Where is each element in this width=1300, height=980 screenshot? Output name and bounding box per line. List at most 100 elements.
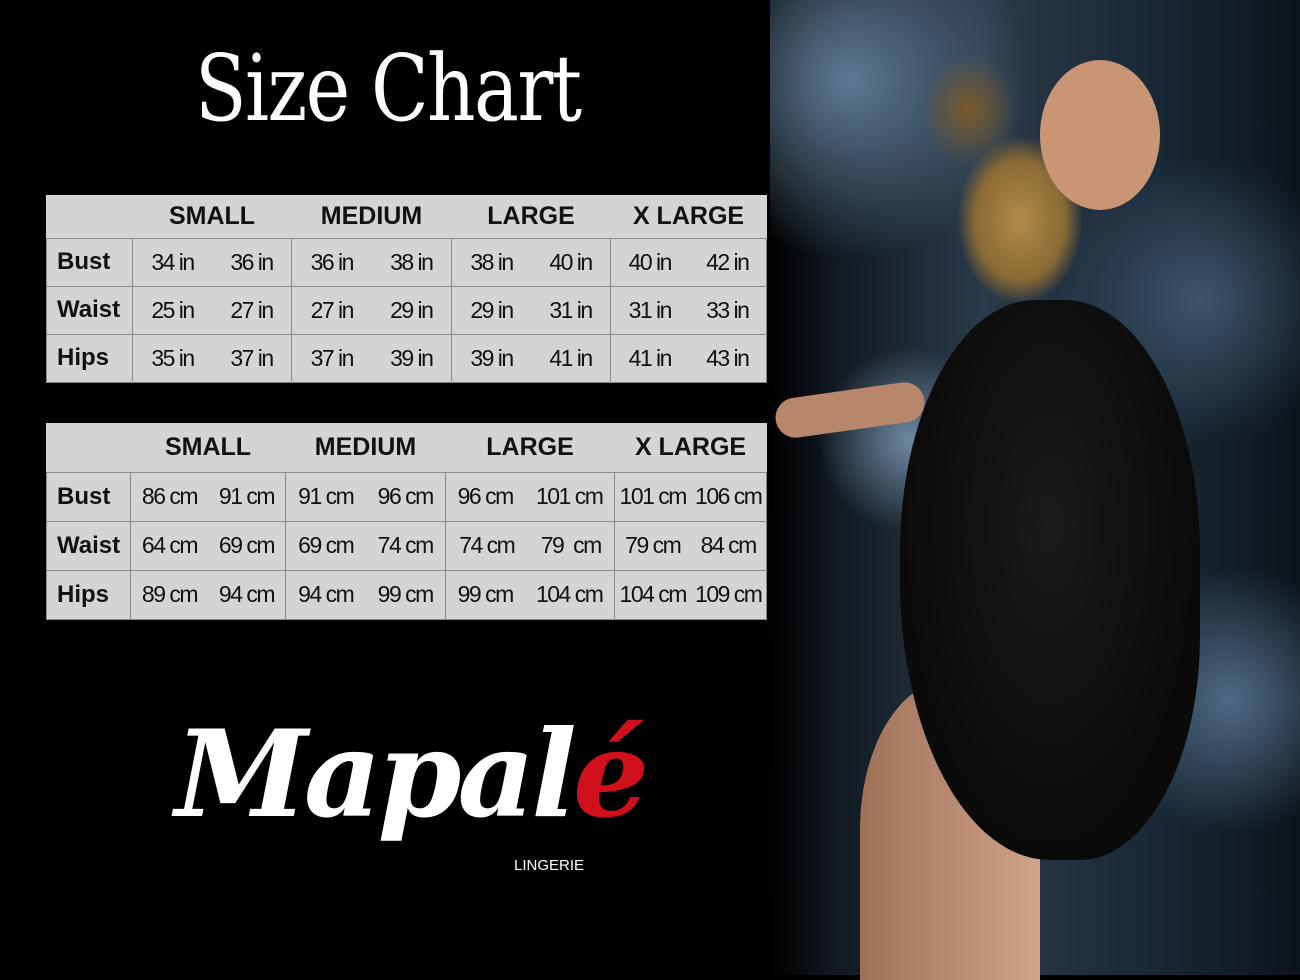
max-value: 38 in xyxy=(390,248,434,275)
size-cell: 79 cm 84 cm xyxy=(614,520,767,571)
max-value: 96 cm xyxy=(377,483,435,509)
size-range: 34 in 36 in xyxy=(134,248,291,276)
min-value: 38 in xyxy=(470,248,514,275)
min-value: 40 in xyxy=(628,248,673,275)
size-range: 86 cm 91 cm xyxy=(132,483,285,510)
size-range: 94 cm 99 cm xyxy=(287,581,445,608)
table-row: Hips 89 cm 94 cm 94 cm 99 cm 99 cm 104 cm 104 c… xyxy=(46,569,767,620)
size-range: 99 cm 104 cm xyxy=(447,581,614,608)
table-row: Bust 86 cm 91 cm 91 cm 96 cm 96 cm 101 cm 101 c… xyxy=(46,471,767,522)
size-cell: 27 in 29 in xyxy=(291,285,452,335)
header-size: X LARGE xyxy=(634,432,747,461)
max-value: 104 cm xyxy=(535,581,604,607)
min-value: 101 cm xyxy=(619,483,688,509)
size-range: 101 cm 106 cm xyxy=(616,483,766,510)
max-value: 69 cm xyxy=(218,532,276,558)
size-range: 27 in 29 in xyxy=(293,296,451,324)
max-value: 36 in xyxy=(230,248,274,275)
header-size: MEDIUM xyxy=(314,432,417,461)
max-value: 39 in xyxy=(390,344,434,371)
size-range: 69 cm 74 cm xyxy=(287,532,445,559)
max-value: 29 in xyxy=(390,296,434,323)
size-cell: 39 in 41 in xyxy=(451,333,611,383)
size-cell: 29 in 31 in xyxy=(451,285,611,335)
header-empty xyxy=(47,195,133,238)
brand-logo: Mapalé xyxy=(175,715,649,835)
min-value: 37 in xyxy=(310,344,355,371)
max-value: 37 in xyxy=(230,344,274,371)
logo-text: Mapal xyxy=(175,704,577,845)
size-range: 37 in 39 in xyxy=(293,344,451,372)
max-value: 101 cm xyxy=(535,483,604,509)
table-header-row: SMALL MEDIUM LARGE X LARGE xyxy=(47,423,767,472)
size-cell: 94 cm 99 cm xyxy=(285,569,446,620)
size-range: 39 in 41 in xyxy=(453,344,610,372)
size-cell: 96 cm 101 cm xyxy=(445,471,615,522)
page-title: Size Chart xyxy=(195,35,582,142)
max-value: 27 in xyxy=(230,296,274,323)
table-row: Waist 25 in 27 in 27 in 29 in 29 in 31 in 31 in… xyxy=(46,285,767,335)
size-range: 104 cm 109 cm xyxy=(616,581,766,608)
min-value: 39 in xyxy=(470,344,514,371)
logo-accent: é xyxy=(572,704,649,845)
row-label: Hips xyxy=(46,333,133,383)
size-cell: 40 in 42 in xyxy=(610,237,767,287)
min-value: 91 cm xyxy=(298,483,355,509)
logo-subtitle: LINGERIE xyxy=(514,857,585,874)
min-value: 104 cm xyxy=(619,581,688,607)
min-value: 89 cm xyxy=(141,581,199,607)
min-value: 74 cm xyxy=(459,532,516,558)
size-cell: 31 in 33 in xyxy=(610,285,767,335)
min-value: 64 cm xyxy=(141,532,199,558)
size-cell: 101 cm 106 cm xyxy=(614,471,767,522)
header-size: LARGE xyxy=(487,201,575,230)
size-cell: 69 cm 74 cm xyxy=(285,520,446,571)
size-table-inches: SMALL MEDIUM LARGE X LARGE Bust 34 in 36 i… xyxy=(46,195,767,383)
table-row: Bust 34 in 36 in 36 in 38 in 38 in 40 in 40 in 4… xyxy=(46,237,767,287)
min-value: 41 in xyxy=(628,344,673,371)
size-cell: 25 in 27 in xyxy=(132,285,292,335)
size-cell: 104 cm 109 cm xyxy=(614,569,767,620)
size-range: 89 cm 94 cm xyxy=(132,581,285,608)
min-value: 99 cm xyxy=(457,581,515,607)
min-value: 69 cm xyxy=(298,532,355,558)
min-value: 86 cm xyxy=(141,483,199,509)
size-cell: 34 in 36 in xyxy=(132,237,292,287)
size-range: 96 cm 101 cm xyxy=(447,483,614,510)
max-value: 106 cm xyxy=(695,483,763,509)
min-value: 36 in xyxy=(310,248,355,275)
size-cell: 74 cm 79 cm xyxy=(445,520,615,571)
header-size: MEDIUM xyxy=(320,201,423,230)
row-label: Hips xyxy=(46,569,131,620)
max-value: 109 cm xyxy=(695,581,763,607)
max-value: 91 cm xyxy=(218,483,276,509)
size-range: 91 cm 96 cm xyxy=(287,483,445,510)
min-value: 35 in xyxy=(151,344,195,371)
size-cell: 86 cm 91 cm xyxy=(130,471,286,522)
header-size: X LARGE xyxy=(632,201,745,230)
max-value: 40 in xyxy=(549,248,593,275)
row-label: Bust xyxy=(46,471,131,522)
min-value: 27 in xyxy=(310,296,355,323)
table-row: Waist 64 cm 69 cm 69 cm 74 cm 74 cm 79 cm 79 cm… xyxy=(46,520,767,571)
size-cell: 89 cm 94 cm xyxy=(130,569,286,620)
size-cell: 38 in 40 in xyxy=(451,237,611,287)
size-range: 41 in 43 in xyxy=(612,344,766,372)
size-range: 29 in 31 in xyxy=(453,297,610,324)
header-size: SMALL xyxy=(168,201,256,230)
header-empty xyxy=(47,423,131,472)
max-value: 41 in xyxy=(549,344,593,371)
size-range: 31 in 33 in xyxy=(612,296,766,324)
header-size: SMALL xyxy=(164,432,252,461)
size-cell: 99 cm 104 cm xyxy=(445,569,615,620)
size-range: 36 in 38 in xyxy=(293,248,451,276)
size-range: 38 in 40 in xyxy=(453,248,610,276)
size-cell: 41 in 43 in xyxy=(610,333,767,383)
table-header-row: SMALL MEDIUM LARGE X LARGE xyxy=(47,195,767,238)
max-value: 43 in xyxy=(706,344,750,371)
min-value: 94 cm xyxy=(298,581,355,607)
max-value: 33 in xyxy=(706,296,750,323)
min-value: 31 in xyxy=(628,296,673,323)
min-value: 34 in xyxy=(151,248,195,275)
max-value: 94 cm xyxy=(218,581,276,607)
